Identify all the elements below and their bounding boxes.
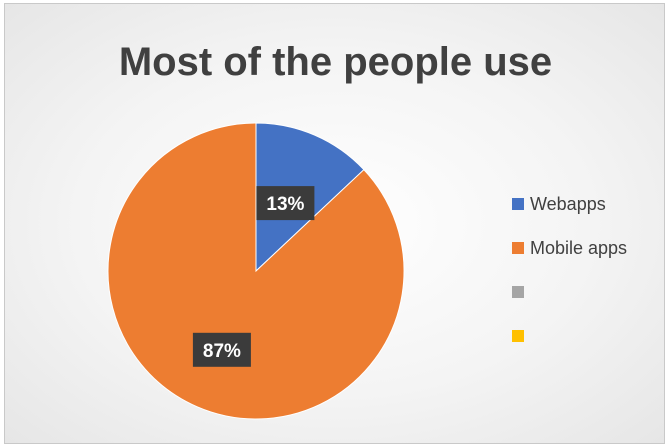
pie-chart: 13% 87%: [107, 122, 405, 420]
data-label: 87%: [192, 332, 251, 367]
data-label-background: [256, 186, 315, 221]
legend-label: Webapps: [530, 193, 606, 214]
legend-swatch: [512, 286, 524, 298]
chart-legend: Webapps Mobile apps: [512, 193, 627, 369]
pie-data-labels: 13% 87%: [192, 186, 315, 367]
data-label-text: 13%: [266, 194, 304, 215]
data-label-background: [192, 332, 251, 367]
legend-item-3: [512, 281, 627, 303]
data-label-text: 87%: [203, 341, 241, 362]
legend-label: Mobile apps: [530, 237, 628, 258]
pie-slice-mobile-apps: [107, 122, 405, 420]
pie-slices: [107, 122, 405, 420]
legend-swatch: [512, 242, 524, 254]
legend-item-mobile-apps: Mobile apps: [512, 237, 627, 259]
data-label: 13%: [256, 186, 315, 221]
chart-area: Most of the people use 13% 87% Webapps Mo…: [4, 3, 665, 444]
legend-item-webapps: Webapps: [512, 193, 627, 215]
chart-title: Most of the people use: [118, 40, 553, 84]
legend-swatch: [512, 198, 524, 210]
legend-item-4: [512, 325, 627, 347]
legend-swatch: [512, 330, 524, 342]
